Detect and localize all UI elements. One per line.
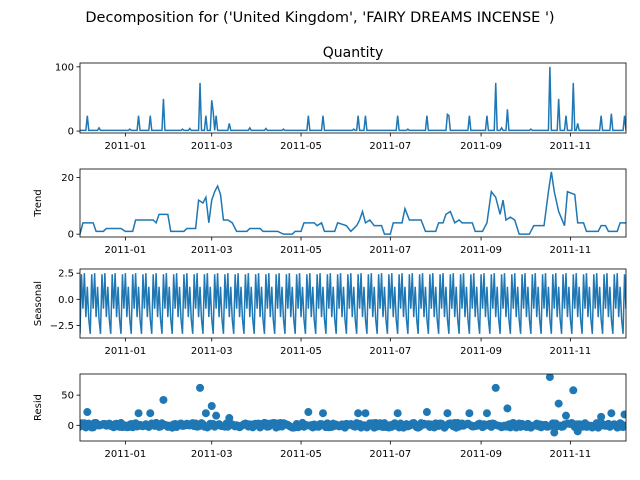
resid-point <box>554 399 563 408</box>
x-tick-label: 2011-03 <box>191 449 233 460</box>
x-tick-label: 2011-05 <box>280 449 322 460</box>
y-tick-label: 20 <box>61 173 74 184</box>
x-tick-label: 2011-01 <box>104 346 146 357</box>
x-tick-label: 2011-09 <box>460 449 502 460</box>
resid-point <box>545 374 554 382</box>
panel-title: Quantity <box>323 45 384 61</box>
resid-point <box>569 386 578 395</box>
y-tick-label: 0.0 <box>58 295 74 306</box>
resid-point <box>207 401 216 410</box>
resid-point <box>146 409 155 418</box>
resid-point <box>361 409 370 418</box>
x-tick-label: 2011-11 <box>549 449 591 460</box>
resid-point <box>83 408 92 417</box>
y-tick-label: 100 <box>55 62 74 73</box>
figure-suptitle: Decomposition for ('United Kingdom', 'FA… <box>85 10 554 26</box>
x-tick-label: 2011-03 <box>191 245 233 256</box>
trend-panel: 0 20 2011-01 2011-03 2011-05 2011-07 2011-09 20… <box>33 168 627 256</box>
trend-line <box>80 171 626 235</box>
x-tick-label: 2011-09 <box>460 141 502 152</box>
observed-series <box>80 66 626 132</box>
observed-line <box>80 66 626 132</box>
seasonal-line <box>80 273 626 334</box>
resid-axes-frame <box>79 373 627 442</box>
resid-point <box>134 409 143 418</box>
trend-series <box>80 171 626 235</box>
resid-point <box>318 409 327 418</box>
x-tick-label: 2011-07 <box>369 346 411 357</box>
resid-point <box>503 404 512 413</box>
x-tick-label: 2011-01 <box>104 449 146 460</box>
seasonal-axes-frame <box>79 268 627 339</box>
y-axis-label: Trend <box>33 189 44 217</box>
y-axis-label: Seasonal <box>33 281 44 326</box>
x-tick-label: 2011-07 <box>369 245 411 256</box>
resid-point <box>607 409 616 418</box>
y-tick-label: 0 <box>68 421 74 432</box>
resid-point <box>225 414 234 423</box>
resid-point <box>465 409 474 418</box>
resid-point <box>561 411 570 420</box>
resid-point <box>393 409 402 418</box>
resid-point <box>422 408 431 417</box>
resid-point <box>491 383 500 392</box>
x-tick-label: 2011-03 <box>191 141 233 152</box>
resid-point <box>159 395 168 404</box>
resid-point <box>304 408 313 417</box>
resid-point <box>597 412 606 421</box>
x-tick-label: 2011-01 <box>104 245 146 256</box>
resid-series <box>80 374 626 437</box>
x-tick-label: 2011-11 <box>549 245 591 256</box>
resid-point <box>354 409 363 418</box>
x-tick-label: 2011-07 <box>369 449 411 460</box>
resid-point <box>443 409 452 418</box>
observed-panel: 0 100 2011-01 2011-03 2011-05 2011-07 2011-09 2… <box>55 45 627 152</box>
resid-point <box>201 409 210 418</box>
resid-point <box>550 428 559 437</box>
x-tick-label: 2011-05 <box>280 141 322 152</box>
seasonal-panel: 2.5 0.0 −2.5 2011-01 2011-03 2011-05 2011-07 20… <box>33 268 627 357</box>
x-tick-label: 2011-07 <box>369 141 411 152</box>
y-tick-label: 0 <box>68 230 74 241</box>
y-tick-label: 0 <box>68 127 74 138</box>
y-tick-label: −2.5 <box>50 321 74 332</box>
resid-point <box>482 409 491 418</box>
trend-axes-frame <box>79 168 627 238</box>
y-tick-label: 2.5 <box>58 269 74 280</box>
x-tick-label: 2011-11 <box>549 141 591 152</box>
x-tick-label: 2011-03 <box>191 346 233 357</box>
resid-point <box>622 421 626 430</box>
x-tick-label: 2011-11 <box>549 346 591 357</box>
resid-point <box>196 383 205 392</box>
resid-point <box>620 410 626 419</box>
y-axis-label: Resid <box>33 394 44 421</box>
resid-point <box>212 411 221 420</box>
seasonal-series <box>80 273 626 334</box>
resid-panel: 0 50 2011-01 2011-03 2011-05 2011-07 2011-09 20… <box>33 373 627 460</box>
x-tick-label: 2011-09 <box>460 245 502 256</box>
x-tick-label: 2011-05 <box>280 346 322 357</box>
x-tick-label: 2011-09 <box>460 346 502 357</box>
x-tick-label: 2011-05 <box>280 245 322 256</box>
y-tick-label: 50 <box>61 391 74 402</box>
observed-axes-frame <box>79 62 627 134</box>
x-tick-label: 2011-01 <box>104 141 146 152</box>
